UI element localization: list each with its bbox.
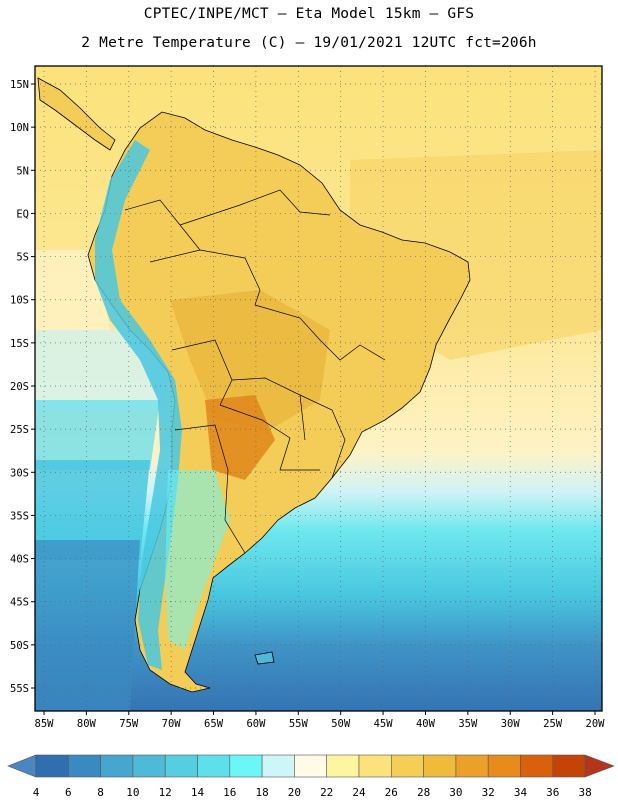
lon-label: 25W [543,718,563,730]
colorbar-swatch [68,754,101,778]
colorbar-swatch [358,754,392,778]
colorbar-swatch [487,754,521,778]
interior-hot-zone [170,290,330,430]
colorbar-swatch [455,754,489,778]
colorbar-swatch [197,754,231,778]
colorbar-label: 14 [191,786,205,799]
colorbar-swatch [35,754,69,778]
lon-label: 50W [331,718,351,730]
colorbar-over-arrow [584,754,615,778]
map-frame [34,65,603,712]
colorbar-swatch [552,754,586,778]
lon-label: 80W [77,718,97,730]
colorbar-label: 18 [255,786,268,799]
colorbar-label: 38 [578,786,591,799]
chart-title-line1: CPTEC/INPE/MCT – Eta Model 15km – GFS [143,6,475,22]
colorbar-label: 36 [546,786,559,799]
lat-label: 40S [10,554,29,566]
colorbar-label: 24 [352,786,366,799]
chaco-hot-core [205,395,275,480]
lon-label: 65W [204,718,224,730]
lat-label: 5S [16,252,29,264]
colorbar-label: 20 [288,786,301,799]
colorbar-swatch [132,754,166,778]
lat-label: 10N [10,122,29,134]
colorbar-swatch [164,754,198,778]
map-area [35,66,602,711]
lat-label: 35S [10,510,29,522]
pacific-colder-band [35,460,150,560]
lat-label: 10S [10,295,29,307]
lon-label: 40W [416,718,436,730]
lon-label: 30W [501,718,521,730]
colorbar-label: 22 [320,786,333,799]
lat-label: 25S [10,424,29,436]
pacific-cold-band [35,400,160,470]
lon-label: 55W [289,718,309,730]
colorbar-label: 10 [126,786,139,799]
colorbar-label: 26 [385,786,398,799]
colorbar-label: 34 [514,786,528,799]
colorbar-label: 12 [159,786,172,799]
lat-label: 15N [10,79,29,91]
lat-label: 15S [10,338,29,350]
andes-cold-strip [95,140,182,670]
colorbar: 4 6 8 10 12 14 16 18 20 22 24 26 28 30 32 34 36 38 [7,754,615,799]
pacific-coldest-band [35,540,140,711]
colorbar-label: 30 [449,786,462,799]
chart-title-line2: 2 Metre Temperature (C) – 19/01/2021 12U… [81,35,537,51]
colorbar-swatch [423,754,457,778]
colorbar-swatch [326,754,360,778]
lon-label: 20W [586,718,606,730]
lon-label: 45W [374,718,394,730]
colorbar-label: 32 [482,786,495,799]
colorbar-under-arrow [7,754,37,778]
colorbar-swatch [294,754,327,778]
lon-label: 60W [246,718,266,730]
lon-label: 35W [458,718,478,730]
lon-label: 85W [35,718,55,730]
colorbar-swatch [520,754,554,778]
falkland-islands [254,651,275,665]
country-borders [124,189,386,554]
lat-label: 30S [10,467,29,479]
lon-label: 75W [119,718,139,730]
colorbar-label: 16 [223,786,236,799]
lat-label: 50S [10,640,29,652]
latitude-labels: 15N 10N 5N EQ 5S 10S 15S 20S 25S 30S 35S 40S 45S 50S 5… [10,79,35,695]
pacific-mild-band [35,250,110,330]
lat-label: 45S [10,597,29,609]
colorbar-label: 8 [97,786,104,799]
colorbar-swatch [100,754,134,778]
lat-label: 20S [10,381,29,393]
longitude-labels: 85W 80W 75W 70W 65W 60W 55W 50W 45W 40W 35W 30W 25W 2… [35,711,606,730]
colorbar-swatch [261,754,295,778]
colorbar-swatch [390,754,424,778]
colorbar-label: 28 [417,786,430,799]
lat-label: 5N [16,165,29,177]
colorbar-swatch [229,754,263,778]
patagonia-cool-zone [165,470,230,650]
lon-label: 70W [162,718,182,730]
central-america-land [37,77,116,151]
lat-label: 55S [10,683,29,695]
lat-label: EQ [16,208,29,220]
colorbar-label: 6 [65,786,72,799]
colorbar-label: 4 [33,786,40,799]
